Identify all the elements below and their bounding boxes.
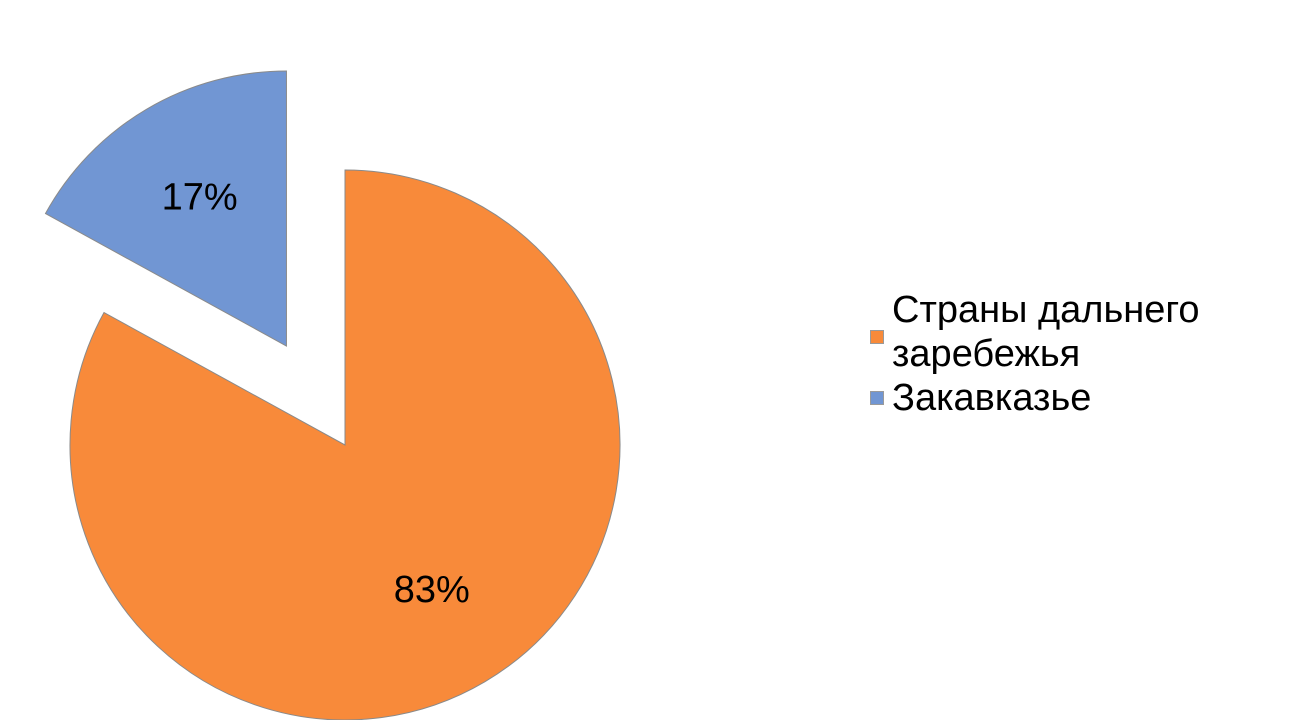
pie-slice-0	[69, 169, 621, 720]
legend-label-far-abroad: Страны дальнего заребежья	[892, 289, 1200, 375]
legend-label-transcaucasia: Закавказье	[892, 377, 1092, 419]
pie-data-labels: 83% 17%	[162, 176, 470, 610]
pie-slices	[44, 70, 621, 720]
legend-swatch-transcaucasia	[870, 391, 884, 405]
pie-slice-1	[44, 70, 287, 347]
legend-item-transcaucasia: Закавказье	[868, 376, 1288, 420]
legend-swatch-far-abroad	[870, 330, 884, 344]
pie-label-1: 17%	[162, 176, 238, 218]
legend: Страны дальнего заребежья Закавказье	[868, 288, 1288, 420]
pie-label-0: 83%	[394, 569, 470, 611]
legend-item-far-abroad: Страны дальнего заребежья	[868, 288, 1288, 376]
